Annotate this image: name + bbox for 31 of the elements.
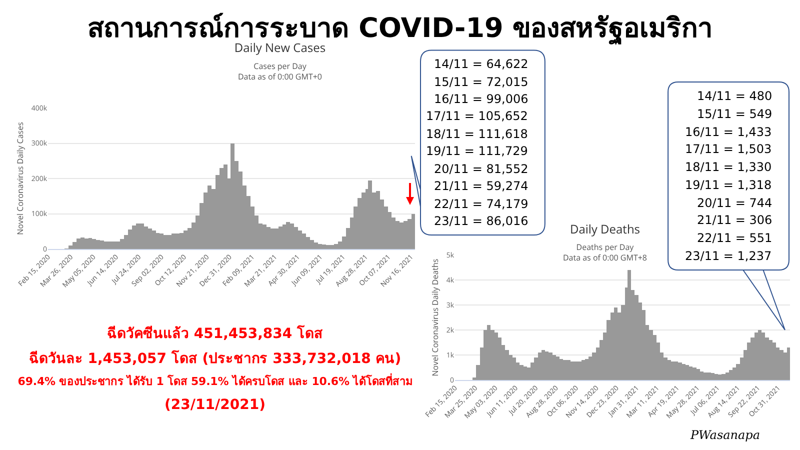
chart-title: Daily New Cases [234,39,326,56]
text: 21/11 = 59,274 [434,179,528,193]
text: 15/11 = 72,015 [434,75,528,89]
text: 14/11 = 480 [697,89,772,103]
annotation: 23/11 = 1,237 [685,249,772,263]
text: (23/11/2021) [164,397,266,413]
chart-subtitle: Deaths per Day Data as of 0:00 GMT+8 [562,242,648,264]
text: 15/11 = 549 [697,107,772,121]
y-axis-title: Novel Coronavirus Daily Deaths [430,258,442,376]
text: 14/11 = 64,622 [434,57,528,71]
text: 21/11 = 306 [697,213,772,227]
text: 16/11 = 99,006 [434,92,528,106]
text: 69.4% ของประชากร ได้รับ 1 โดส 59.1% ได้ครบโดส และ 10.6% ได้โดสที่สาม [18,375,412,388]
text: 20/11 = 81,552 [434,162,528,176]
text: 22/11 = 74,179 [434,197,528,211]
text: 16/11 = 1,433 [685,125,772,139]
text: 18/11 = 1,330 [685,160,772,174]
text: ฉีดวัคซีนแล้ว 451,453,834 โดส [106,324,324,344]
chart-title: Daily Deaths [570,220,640,238]
text: 22/11 = 551 [697,231,772,245]
chart-subtitle: Cases per Day Data as of 0:00 GMT+0 [238,60,322,82]
text: 23/11 = 86,016 [434,214,528,228]
text: 17/11 = 1,503 [685,142,772,156]
text: 17/11 = 105,652 [426,109,528,123]
text: 19/11 = 111,729 [426,144,528,158]
text: 19/11 = 1,318 [685,178,772,192]
text: 18/11 = 111,618 [426,127,528,141]
text: ฉีดวันละ 1,453,057 โดส (ประชากร 333,732,018 คน) [28,349,402,369]
y-axis-title: Novel Coronavirus Daily Cases [15,122,26,235]
text: PWasanapa [690,428,760,442]
text: 20/11 = 744 [697,196,772,210]
